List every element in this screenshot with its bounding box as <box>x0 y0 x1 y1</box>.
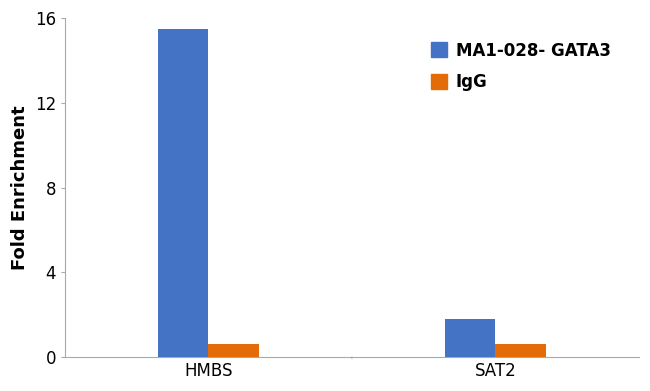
Y-axis label: Fold Enrichment: Fold Enrichment <box>11 105 29 270</box>
Bar <box>209 344 259 357</box>
Legend: MA1-028- GATA3, IgG: MA1-028- GATA3, IgG <box>422 33 619 99</box>
Bar <box>158 29 209 357</box>
Bar <box>495 344 545 357</box>
Bar <box>445 319 495 357</box>
